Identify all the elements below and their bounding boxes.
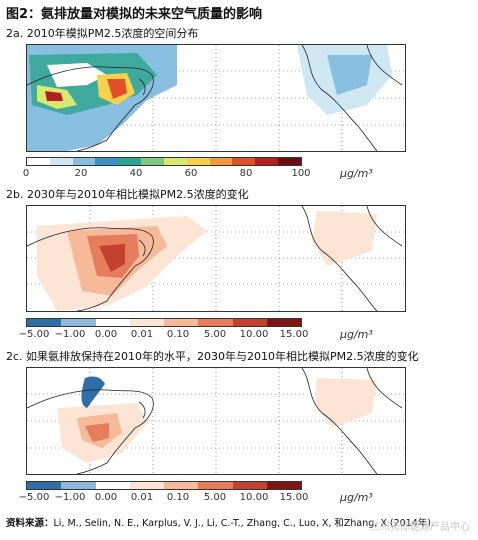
tick: 0.01 bbox=[130, 492, 154, 503]
tick: 60 bbox=[184, 168, 198, 179]
tick: −5.00 bbox=[18, 329, 50, 340]
field-na-mid bbox=[327, 55, 372, 95]
panel-a-unit: μg/m³ bbox=[340, 167, 373, 180]
panel-a-map bbox=[26, 44, 406, 152]
coastlines bbox=[27, 206, 403, 311]
panel-c-label: 2c. 如果氨排放保持在2010年的水平，2030年与2010年相比模拟PM2.… bbox=[6, 350, 419, 363]
tick: 10.00 bbox=[239, 492, 269, 503]
source-citation: 资料来源：Li, M., Selin, N. E., Karplus, V. J… bbox=[6, 515, 434, 529]
tick: −1.00 bbox=[54, 492, 86, 503]
panel-a-map-svg bbox=[27, 45, 405, 151]
source-label: 资料来源： bbox=[6, 518, 54, 529]
coastlines bbox=[27, 45, 403, 151]
panel-c-map-svg bbox=[27, 368, 405, 474]
tick: 0.10 bbox=[166, 329, 190, 340]
tick: 10.00 bbox=[239, 329, 269, 340]
coastlines bbox=[27, 368, 403, 474]
tick: −5.00 bbox=[18, 492, 50, 503]
tick: 100 bbox=[291, 168, 311, 179]
tick: 40 bbox=[129, 168, 143, 179]
field-india-peak bbox=[45, 91, 63, 101]
panel-c-map bbox=[26, 367, 406, 475]
figure-title: 图2：氨排放量对模拟的未来空气质量的影响 bbox=[6, 7, 263, 22]
panel-a-colorbar bbox=[26, 157, 302, 166]
source-text: Li, M., Selin, N. E., Karplus, V. J., Li… bbox=[53, 518, 434, 529]
tick: 15.00 bbox=[279, 329, 309, 340]
tick: 5.00 bbox=[203, 329, 227, 340]
tick: 0 bbox=[22, 168, 30, 179]
tick: 80 bbox=[239, 168, 253, 179]
panel-b-unit: μg/m³ bbox=[340, 328, 373, 341]
tick: 20 bbox=[74, 168, 88, 179]
tick: 0.00 bbox=[94, 492, 118, 503]
field-decrease bbox=[81, 376, 105, 408]
panel-b-colorbar bbox=[26, 318, 302, 327]
field-strong-increase bbox=[85, 423, 109, 442]
tick: 0.00 bbox=[94, 329, 118, 340]
panel-c-unit: μg/m³ bbox=[340, 491, 373, 504]
field-desert bbox=[47, 63, 107, 87]
field-peak-increase bbox=[99, 244, 125, 272]
panel-b-label: 2b. 2030年与2010年相比模拟PM2.5浓度的变化 bbox=[6, 188, 249, 201]
tick: 15.00 bbox=[279, 492, 309, 503]
panel-b-map-svg bbox=[27, 206, 405, 311]
panel-b-map bbox=[26, 205, 406, 312]
tick: 0.01 bbox=[130, 329, 154, 340]
field-na-increase bbox=[315, 378, 377, 428]
tick: 5.00 bbox=[203, 492, 227, 503]
watermark: 兰州天际能源产品中心 bbox=[370, 522, 470, 533]
panel-a-label: 2a. 2010年模拟PM2.5浓度的空间分布 bbox=[6, 27, 199, 40]
panel-c-colorbar bbox=[26, 481, 302, 490]
tick: 0.10 bbox=[166, 492, 190, 503]
tick: −1.00 bbox=[54, 329, 86, 340]
field-na-increase bbox=[312, 211, 377, 266]
field-peak bbox=[107, 79, 127, 99]
